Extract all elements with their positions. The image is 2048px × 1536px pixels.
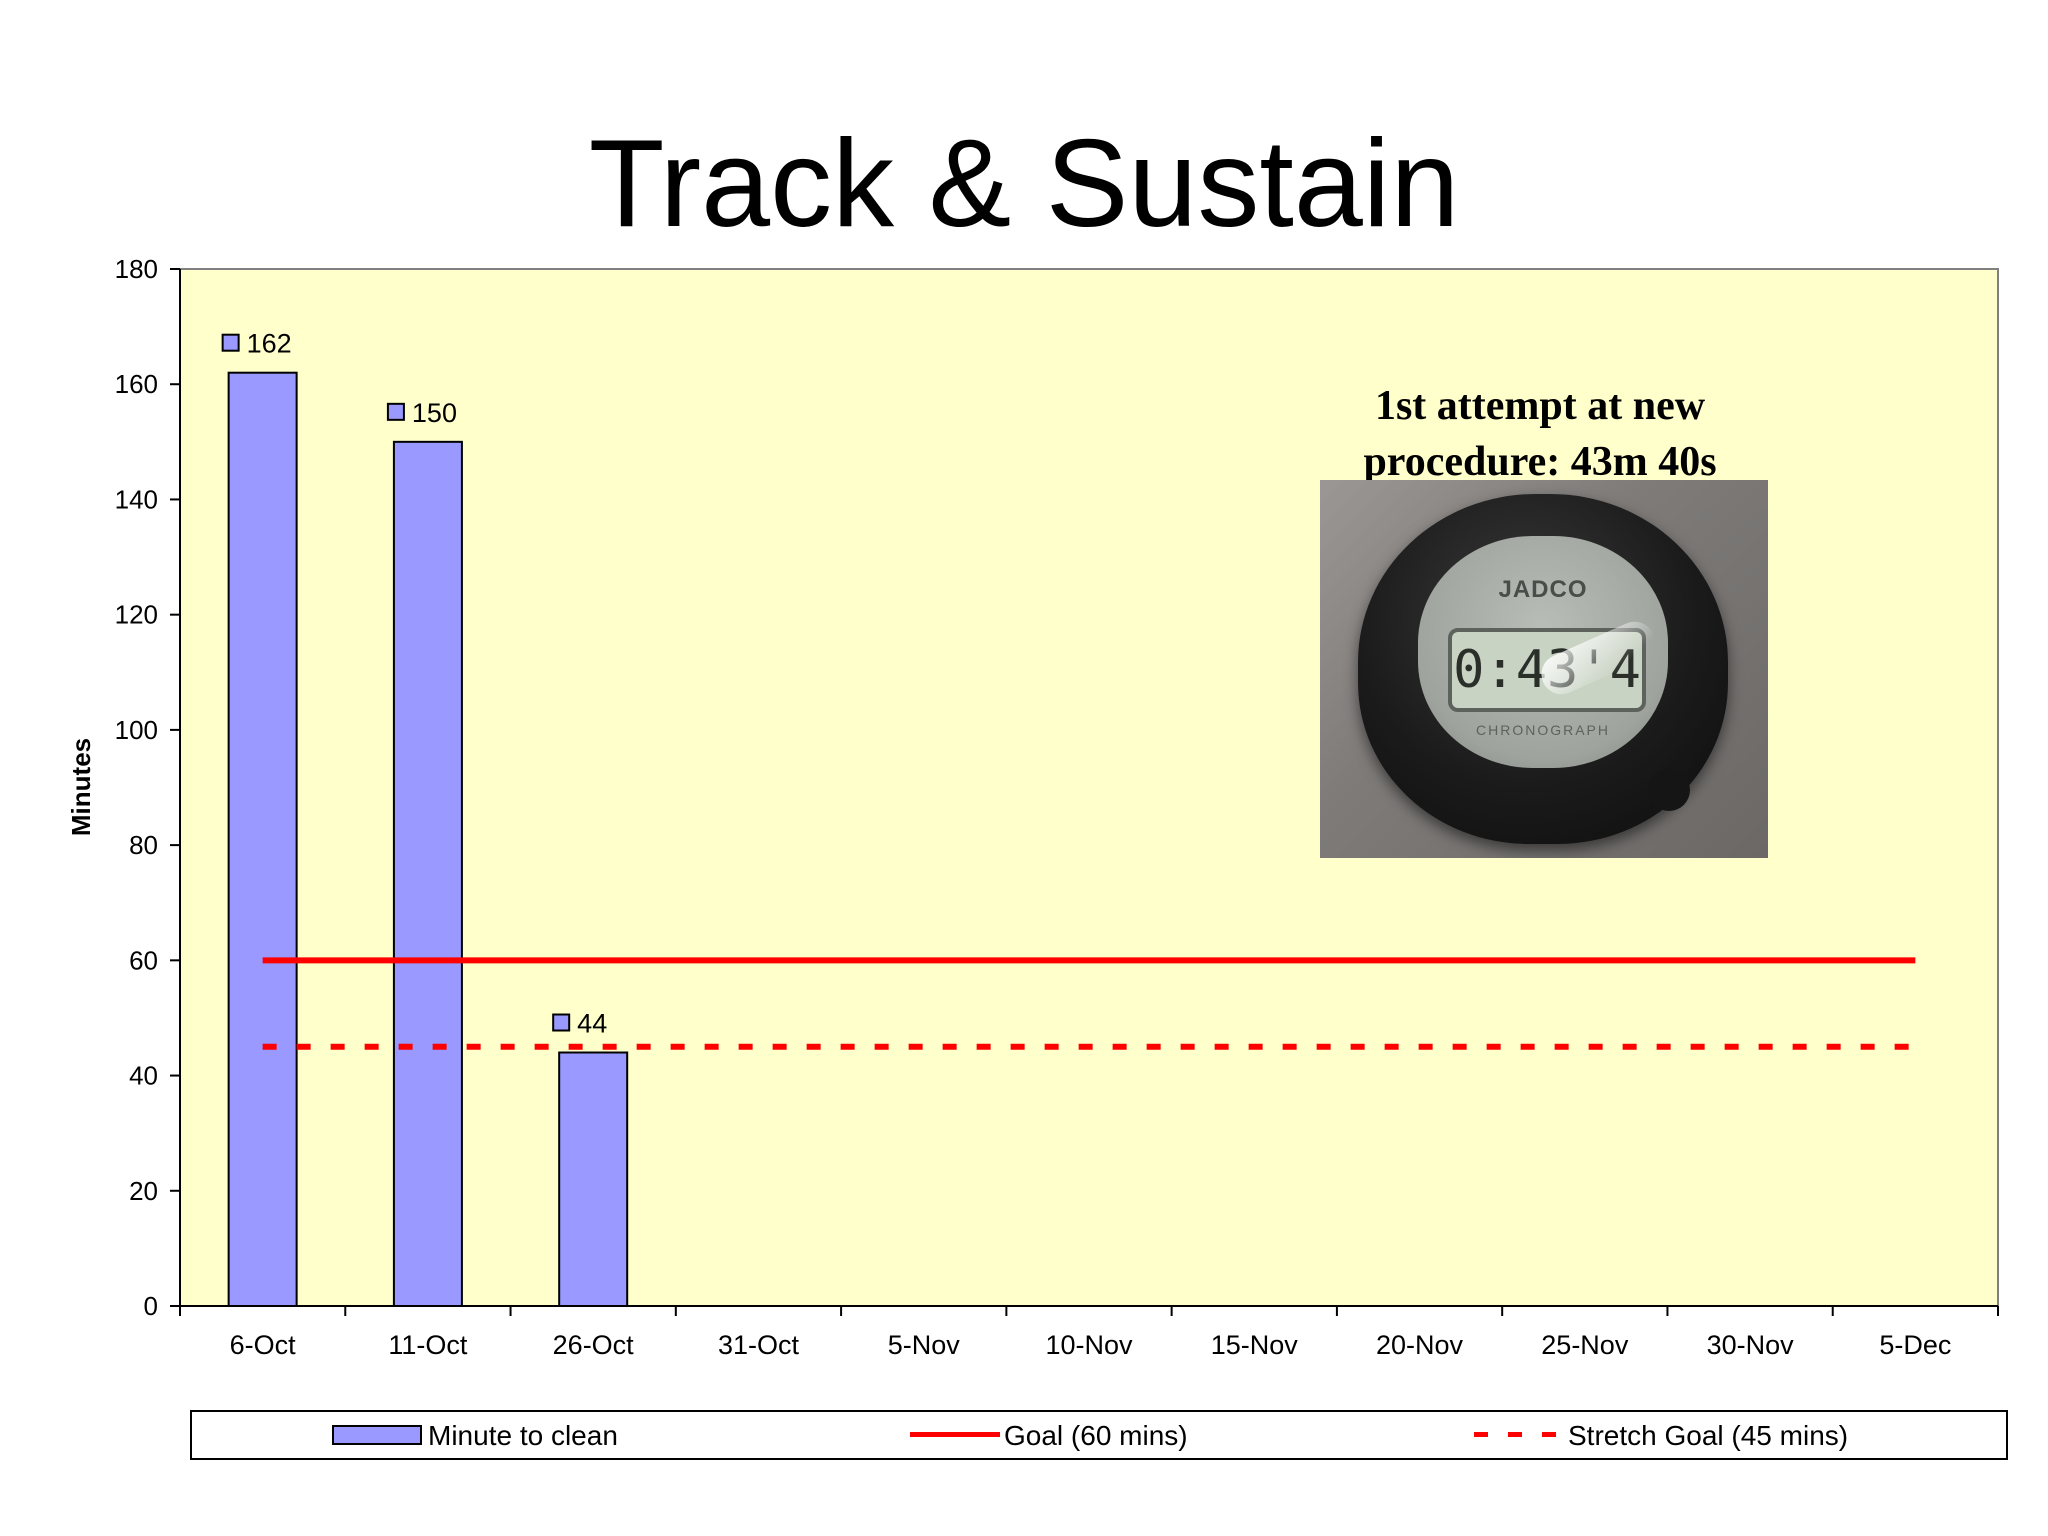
data-label: 162 [247, 329, 292, 359]
y-axis: 0 20 40 60 80 100 120 140 160 180 [115, 254, 181, 1321]
y-axis-title: Minutes [66, 738, 96, 836]
y-tick-label: 180 [115, 254, 158, 284]
stopwatch-button [1648, 769, 1690, 811]
y-tick-label: 60 [129, 945, 158, 975]
x-tick-label: 10-Nov [1045, 1330, 1133, 1360]
annotation-line-1: 1st attempt at new [1374, 383, 1706, 429]
legend-swatch-goal [910, 1432, 1000, 1437]
x-axis: 6-Oct 11-Oct 26-Oct 31-Oct 5-Nov 10-Nov 15-Nov… [179, 1305, 1999, 1360]
data-label: 150 [412, 398, 457, 428]
annotation: 1st attempt at new procedure: 43m 40s [1290, 378, 1790, 490]
data-label-marker [552, 1013, 571, 1032]
legend-swatch-bar [332, 1425, 422, 1445]
bar [558, 1051, 629, 1307]
y-tick-label: 20 [129, 1176, 158, 1206]
y-tick-label: 160 [115, 369, 158, 399]
y-tick-label: 120 [115, 600, 158, 630]
x-tick-label: 6-Oct [230, 1330, 297, 1360]
y-tick-label: 80 [129, 830, 158, 860]
stopwatch-brand: JADCO [1498, 576, 1588, 603]
x-tick-label: 15-Nov [1211, 1330, 1299, 1360]
y-tick-label: 100 [115, 715, 158, 745]
stopwatch-label: CHRONOGRAPH [1475, 722, 1610, 738]
stopwatch-body: JADCO 0:43'4 CHRONOGRAPH [1358, 494, 1728, 844]
bar-series [227, 371, 629, 1308]
x-tick-label: 20-Nov [1376, 1330, 1464, 1360]
stopwatch-photo: JADCO 0:43'4 CHRONOGRAPH [1320, 480, 1768, 858]
x-tick-label: 30-Nov [1707, 1330, 1795, 1360]
legend-label-bar: Minute to clean [428, 1420, 618, 1451]
data-labels: 162 150 44 [221, 329, 607, 1039]
x-tick-label: 25-Nov [1541, 1330, 1629, 1360]
x-tick-label: 26-Oct [553, 1330, 635, 1360]
x-tick-label: 5-Nov [888, 1330, 961, 1360]
bar [392, 440, 463, 1308]
x-tick-label: 31-Oct [718, 1330, 800, 1360]
bar [227, 371, 298, 1307]
legend-swatch-stretch [1474, 1432, 1564, 1437]
slide-title: Track & Sustain [588, 115, 1460, 253]
legend-label-goal: Goal (60 mins) [1004, 1420, 1188, 1451]
x-tick-label: 5-Dec [1879, 1330, 1951, 1360]
y-tick-label: 140 [115, 484, 158, 514]
legend: Minute to clean Goal (60 mins) Stretch G… [190, 1410, 2008, 1460]
data-label: 44 [577, 1009, 607, 1039]
reference-lines [262, 957, 1916, 1050]
data-label-marker [386, 402, 405, 421]
x-tick-label: 11-Oct [388, 1330, 468, 1360]
data-label-marker [221, 333, 240, 352]
legend-label-stretch: Stretch Goal (45 mins) [1568, 1420, 1849, 1451]
y-tick-label: 40 [129, 1061, 158, 1091]
y-tick-label: 0 [144, 1291, 158, 1321]
annotation-line-2: procedure: 43m 40s [1363, 439, 1717, 485]
stopwatch-face: JADCO 0:43'4 CHRONOGRAPH [1418, 536, 1668, 768]
